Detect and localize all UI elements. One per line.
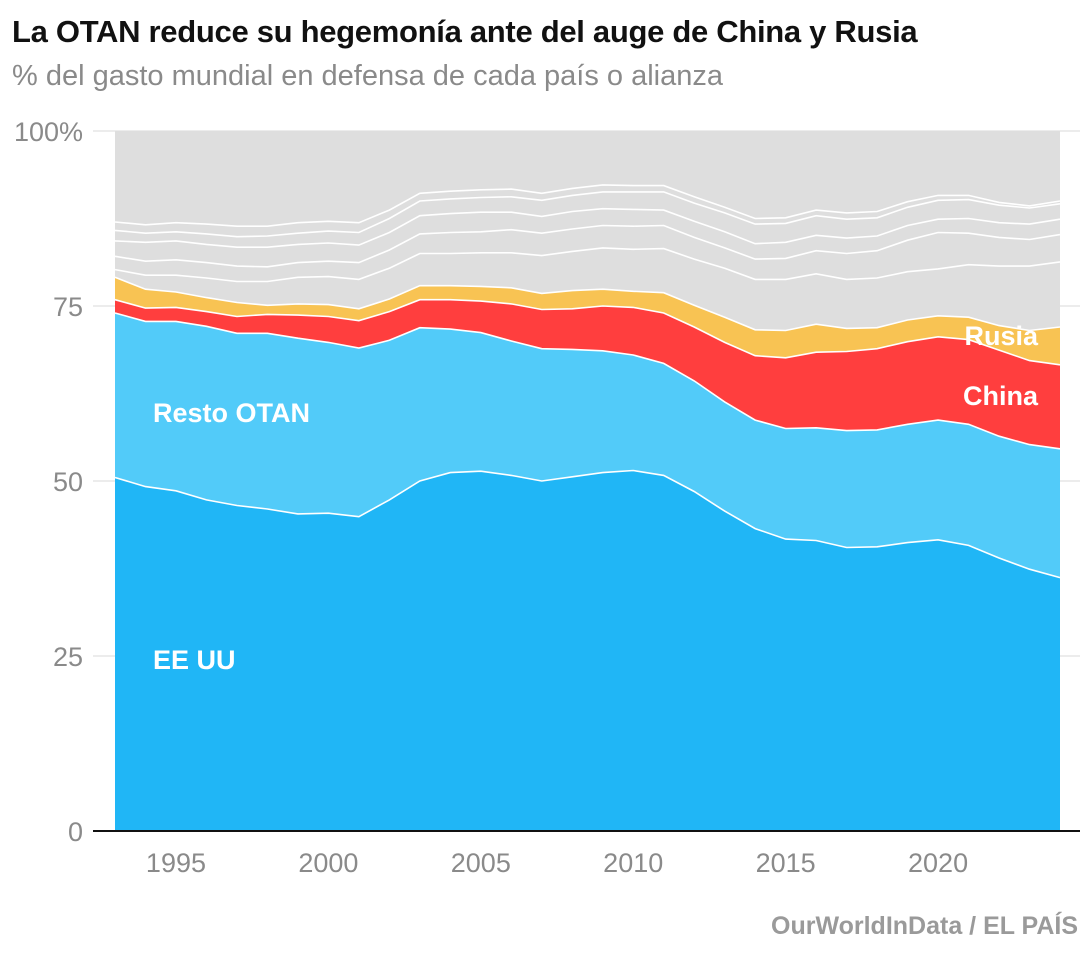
- source-credit: OurWorldInData / EL PAÍS: [771, 912, 1078, 940]
- series-labels: Resto OTAN EE UU China Rusia: [153, 321, 1039, 675]
- x-tick-label: 1995: [146, 848, 206, 878]
- chart-subtitle: % del gasto mundial en defensa de cada p…: [12, 60, 723, 92]
- series-boundary: [114, 276, 1061, 332]
- other-country-boundary: [114, 191, 1061, 238]
- area-china: [115, 299, 1060, 449]
- y-tick-label: 50: [53, 467, 83, 497]
- area-rusia: [115, 277, 1060, 365]
- label-rusia: Rusia: [964, 321, 1039, 351]
- series-boundary: [114, 298, 1061, 366]
- other-country-boundary: [114, 207, 1061, 248]
- axes: 0 25 50 75 100% 1995 2000 2005 2010 2015 2020: [14, 117, 1080, 878]
- label-china: China: [963, 381, 1039, 411]
- y-tick-label: 25: [53, 642, 83, 672]
- x-tick-label: 2000: [298, 848, 358, 878]
- x-tick-label: 2020: [908, 848, 968, 878]
- other-country-boundary: [114, 184, 1061, 227]
- x-tick-label: 2010: [603, 848, 663, 878]
- series-boundary: [114, 312, 1061, 450]
- area-resto-del-mundo: [115, 131, 1060, 331]
- y-tick-label: 0: [68, 817, 83, 847]
- area-resto-otan: [115, 313, 1060, 578]
- x-tick-label: 2005: [451, 848, 511, 878]
- area-series: [115, 131, 1060, 831]
- y-tick-label: 75: [53, 292, 83, 322]
- label-resto-otan: Resto OTAN: [153, 398, 310, 428]
- x-tick-label: 2015: [756, 848, 816, 878]
- other-country-boundary: [114, 224, 1061, 268]
- label-ee-uu: EE UU: [153, 645, 236, 675]
- series-boundaries: [114, 184, 1061, 579]
- series-boundary: [114, 469, 1061, 579]
- other-country-boundary: [114, 247, 1061, 283]
- chart-title: La OTAN reduce su hegemonía ante del aug…: [12, 14, 918, 49]
- area-ee-uu: [115, 470, 1060, 831]
- y-tick-label: 100%: [14, 117, 83, 147]
